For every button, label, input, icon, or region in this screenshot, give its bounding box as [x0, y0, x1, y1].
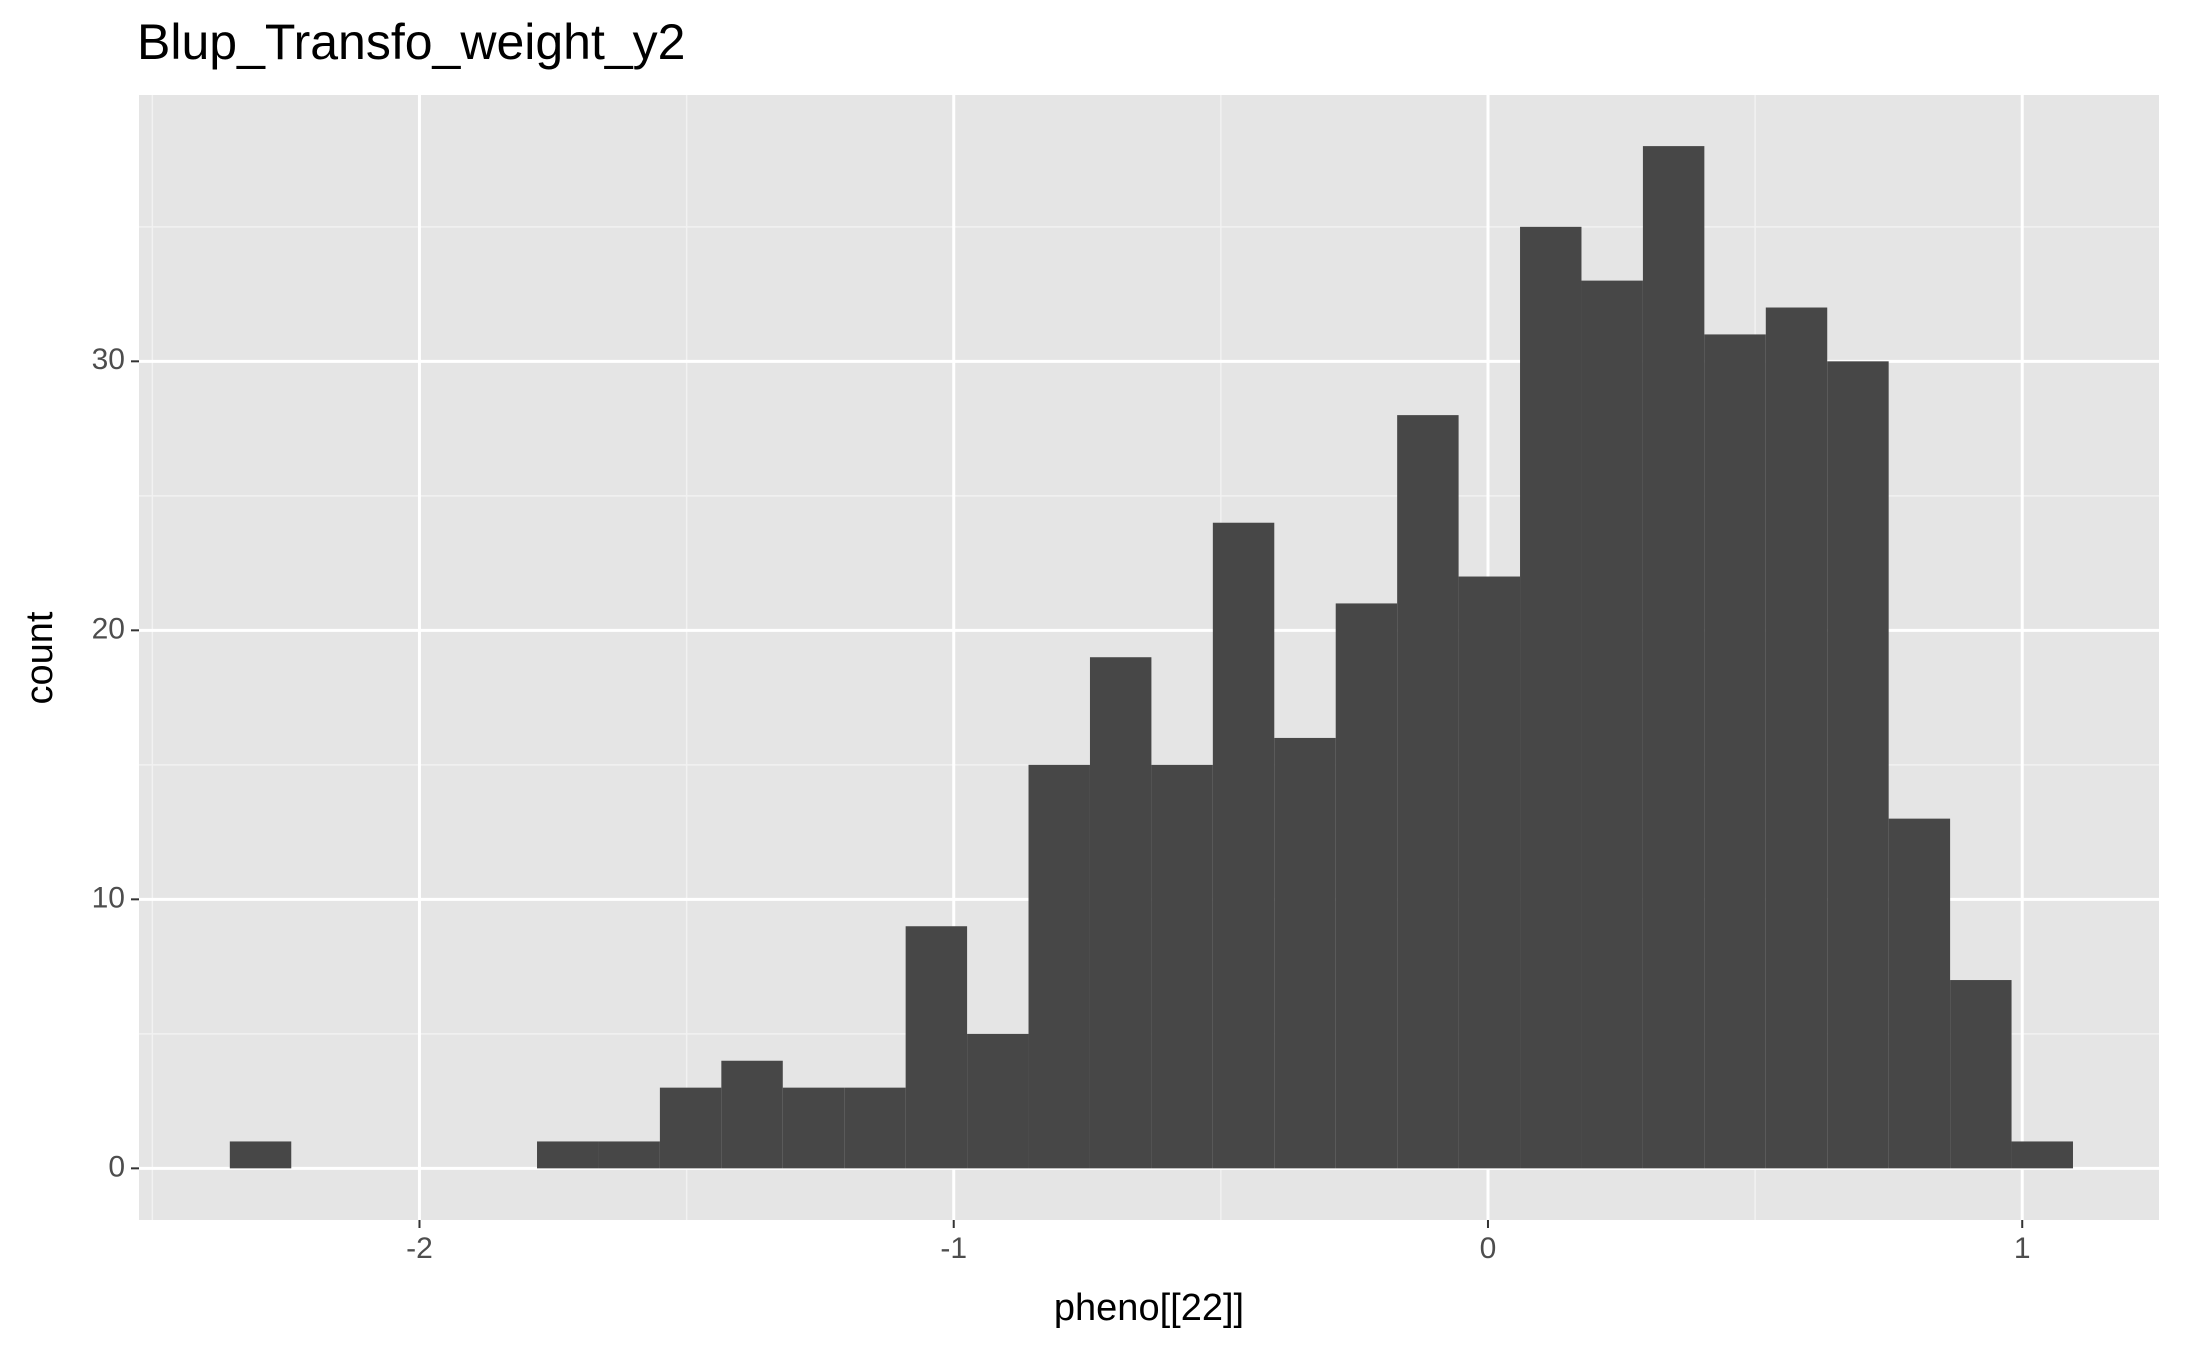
histogram-bar — [659, 1087, 722, 1169]
y-tick-label: 30 — [92, 343, 125, 376]
histogram-bar — [598, 1141, 660, 1169]
y-tick-label: 10 — [92, 881, 125, 914]
histogram-bar — [844, 1087, 906, 1169]
histogram-bar — [1028, 764, 1090, 1169]
histogram-bar — [967, 1033, 1029, 1169]
histogram-bar — [1765, 307, 1828, 1169]
histogram-bar — [1458, 576, 1521, 1169]
y-axis-title: count — [19, 611, 61, 704]
histogram-bar — [1335, 603, 1398, 1169]
histogram-bar — [2011, 1141, 2073, 1169]
histogram-bar — [782, 1087, 845, 1169]
histogram-bar — [537, 1141, 599, 1169]
histogram-bar — [1212, 522, 1275, 1169]
histogram-bar — [905, 926, 968, 1169]
histogram-bar — [1397, 415, 1459, 1169]
y-tick-label: 0 — [108, 1150, 125, 1183]
x-tick-label: 0 — [1480, 1232, 1497, 1265]
histogram-bar — [1950, 980, 2012, 1169]
x-tick-label: 1 — [2014, 1232, 2031, 1265]
histogram-bar — [1151, 764, 1213, 1169]
histogram-bar — [1704, 334, 1766, 1169]
y-tick-label: 20 — [92, 612, 125, 645]
histogram-bar — [1888, 818, 1951, 1169]
histogram-bar — [1827, 361, 1889, 1169]
x-tick-label: -1 — [940, 1232, 967, 1265]
histogram-bar — [1274, 737, 1336, 1169]
x-tick-label: -2 — [406, 1232, 433, 1265]
histogram-bar — [1581, 280, 1643, 1169]
histogram-bar — [721, 1060, 783, 1169]
x-axis-title: pheno[[22]] — [1054, 1287, 1244, 1329]
histogram-bar — [1520, 226, 1582, 1169]
histogram-bar — [229, 1141, 292, 1169]
histogram-bar — [1642, 146, 1705, 1169]
chart-title: Blup_Transfo_weight_y2 — [137, 14, 686, 70]
histogram-bar — [1089, 657, 1152, 1169]
